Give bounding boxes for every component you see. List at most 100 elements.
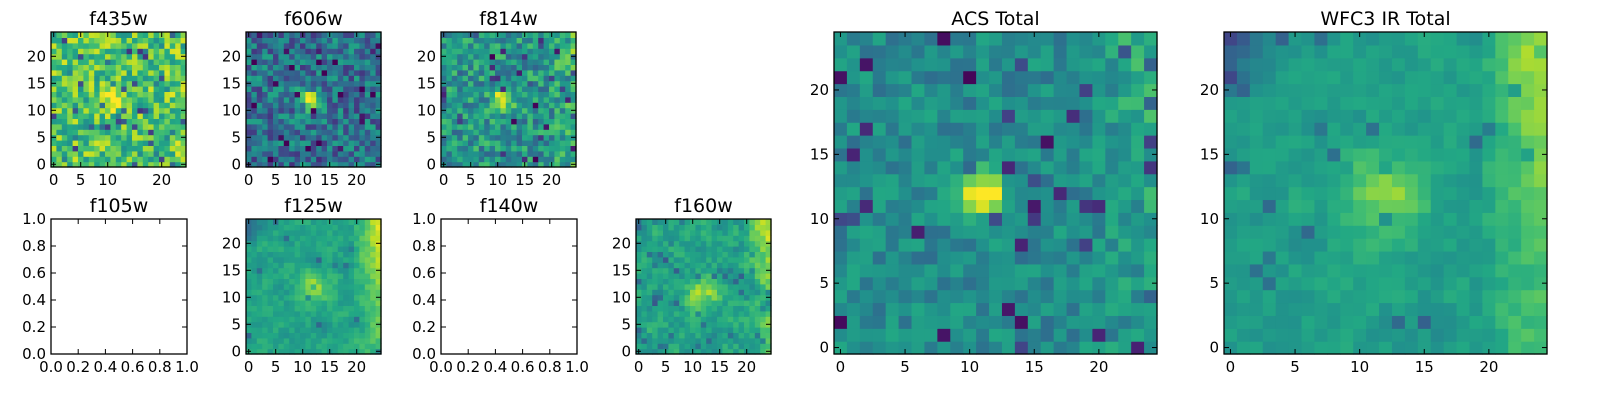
heatmap-cell [700,262,707,269]
heatmap-cell [316,321,323,328]
heatmap-cell [1040,122,1055,136]
heatmap-cell [711,294,718,301]
heatmap-cell [1301,147,1316,162]
heatmap-cell [700,348,707,355]
heatmap-cell [963,302,977,316]
heatmap-cell [294,305,301,312]
heatmap-cell [370,32,377,38]
heatmap-cell [532,80,539,87]
heatmap-cell [565,69,572,76]
heatmap-cell [153,140,160,146]
heatmap-cell [500,156,507,163]
heatmap-cell [733,235,740,242]
heatmap-cell [256,316,263,323]
heatmap-cell [1131,250,1145,265]
heatmap-cell [727,219,734,225]
heatmap-cell [289,310,296,317]
heatmap-cell [700,343,707,350]
heatmap-cell [1314,263,1328,278]
heatmap-cell [337,75,344,82]
heatmap-cell [924,199,938,213]
heatmap-cell [1482,238,1496,252]
heatmap-cell [289,240,296,247]
x-tick-label: 15 [515,171,534,189]
heatmap-cell [164,96,171,103]
heatmap-cell [1456,276,1471,291]
heatmap-cell [283,229,290,236]
heatmap-cell [115,102,122,109]
heatmap-cell [180,118,187,125]
heatmap-cell [559,69,566,76]
heatmap-cell [505,37,512,44]
heatmap-cell [1040,315,1055,329]
heatmap-cell [262,134,269,141]
heatmap-cell [137,134,144,141]
heatmap-cell [1340,109,1354,123]
heatmap-cell [1404,315,1419,329]
heatmap-cell [468,134,474,141]
heatmap-cell [337,48,344,55]
heatmap-cell [316,32,323,38]
heatmap-cell [527,32,534,38]
heatmap-cell [473,161,480,168]
heatmap-cell [94,59,101,65]
heatmap-cell [549,86,555,92]
heatmap-cell [1469,147,1483,162]
heatmap-cell [262,348,269,355]
heatmap-cell [1327,173,1341,188]
heatmap-cell [668,316,675,323]
heatmap-cell [744,262,750,269]
heatmap-cell [859,315,874,329]
heatmap-cell [1314,289,1328,304]
heatmap-cell [527,80,534,87]
heatmap-cell [175,69,182,76]
heatmap-cell [348,123,355,130]
heatmap-cell [67,123,74,130]
heatmap-cell [1131,186,1145,201]
heatmap-cell [911,328,926,342]
heatmap-cell [924,328,938,342]
heatmap-cell [121,75,128,82]
heatmap-cell [246,316,252,323]
heatmap-cell [121,59,128,65]
heatmap-cell [641,224,648,231]
heatmap-cell [859,147,874,162]
heatmap-cell [663,224,669,231]
heatmap-cell [898,160,913,175]
heatmap-cell [565,102,572,109]
heatmap-cell [511,145,518,152]
heatmap-cell [332,262,339,269]
heatmap-cell [684,224,691,231]
heatmap-cell [679,246,686,252]
heatmap-cell [1131,70,1145,85]
heatmap-cell [673,251,680,258]
heatmap-cell [441,69,447,76]
heatmap-cell [300,300,306,306]
heatmap-cell [99,37,106,44]
heatmap-cell [1379,147,1393,162]
heatmap-cell [1131,44,1145,59]
heatmap-cell [289,224,296,231]
heatmap-cell [164,37,171,44]
heatmap-cell [305,134,312,141]
heatmap-cell [489,37,496,44]
heatmap-cell [516,53,523,60]
heatmap-cell [1508,96,1522,110]
heatmap-cell [169,145,176,152]
heatmap-cell [641,289,648,296]
heatmap-cell [94,118,101,125]
heatmap-cell [61,113,68,119]
heatmap-cell [646,235,653,242]
heatmap-cell [749,219,756,225]
heatmap-cell [251,343,258,350]
heatmap-cell [375,224,382,231]
heatmap-cell [963,135,977,149]
heatmap-cell [51,64,57,71]
heatmap-cell [1521,225,1535,239]
heatmap-cell [1275,276,1290,291]
heatmap-cell [872,289,887,304]
heatmap-cell [354,107,360,114]
heatmap-cell [516,32,523,38]
heatmap-cell [500,75,507,82]
heatmap-cell [115,140,122,146]
